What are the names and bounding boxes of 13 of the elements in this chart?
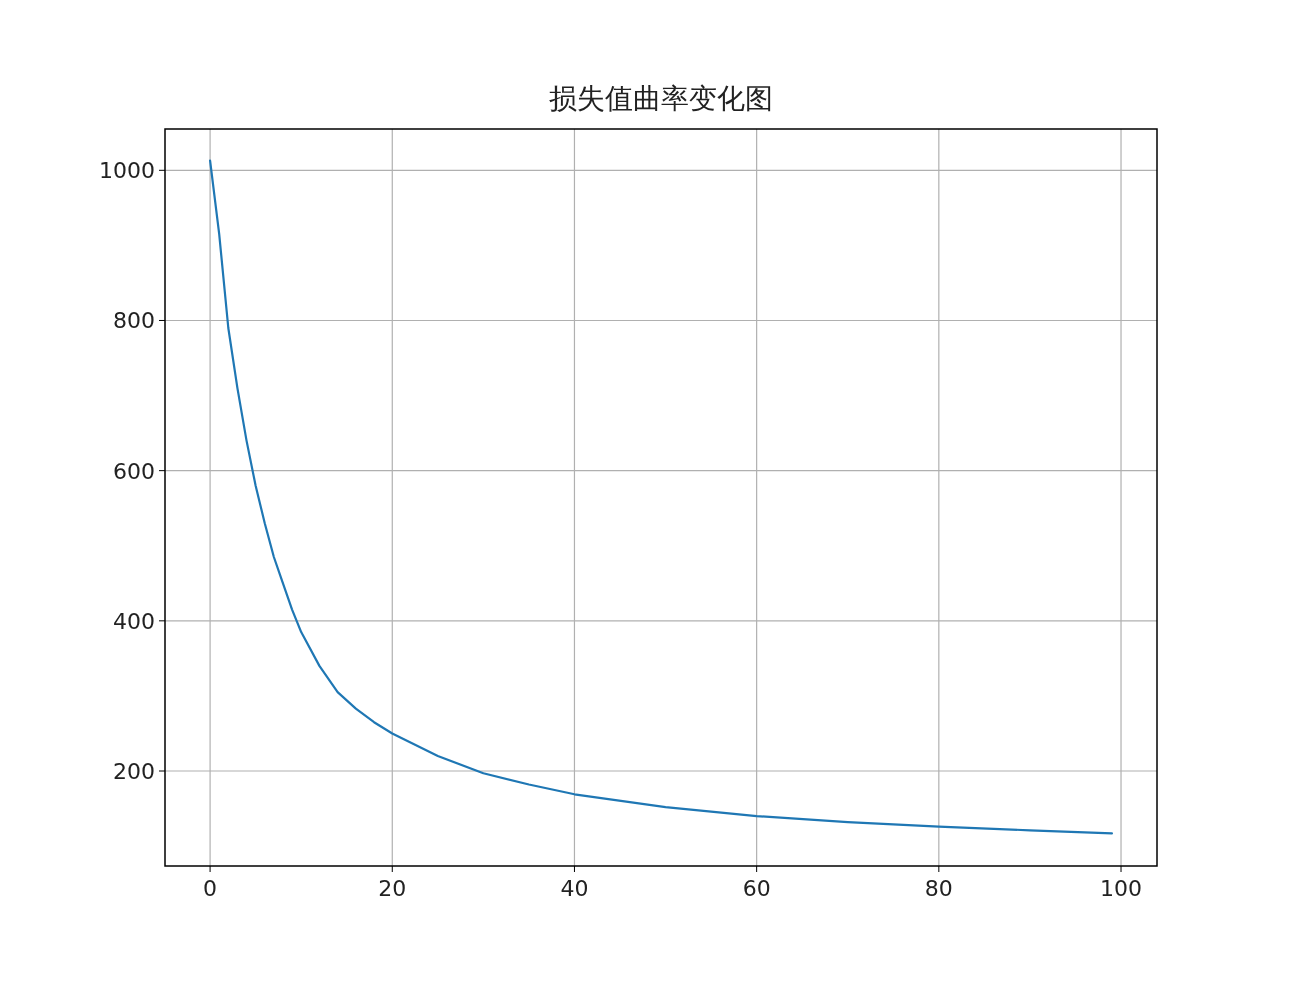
x-tick-label: 20: [378, 876, 407, 901]
y-tick-label: 1000: [99, 158, 155, 184]
x-tick-label: 100: [1100, 876, 1143, 901]
x-tick-label: 80: [924, 876, 953, 901]
y-tick-label: 400: [113, 608, 155, 634]
y-tick-label: 800: [113, 308, 155, 334]
x-tick-label: 0: [203, 876, 218, 901]
line-series: [208, 159, 1114, 835]
x-tick-label: 60: [742, 876, 771, 901]
y-tick-label: 600: [113, 458, 155, 484]
chart-title: 损失值曲率变化图: [549, 82, 773, 115]
x-tick-label: 40: [560, 876, 589, 901]
y-tick-label: 200: [113, 759, 155, 785]
